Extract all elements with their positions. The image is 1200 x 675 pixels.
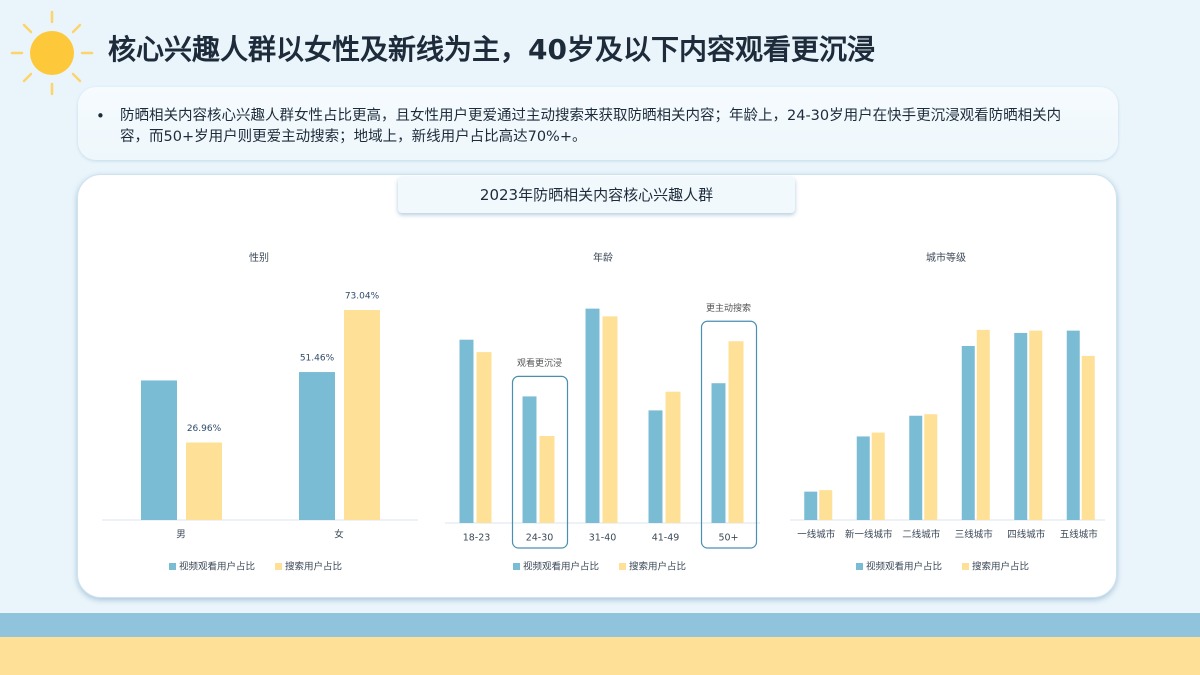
x-tick-label: 新一线城市 [845,529,893,541]
bar [648,410,663,523]
x-tick-label: 24-30 [526,533,554,544]
legend-label: 搜索用户占比 [629,561,686,573]
bar [856,436,870,520]
legend-swatch [619,563,626,570]
summary-box: • 防晒相关内容核心兴趣人群女性占比更高，且女性用户更爱通过主动搜索来获取防晒相… [78,87,1118,160]
bullet-dot: • [96,107,105,125]
bar [344,310,380,520]
bar [585,308,600,523]
bar [976,329,990,520]
annotation-text: 观看更沉浸 [517,357,562,369]
bar [602,316,618,523]
chart-subtitle: 城市等级 [926,251,966,264]
bar [141,380,177,520]
slide-title: 核心兴趣人群以女性及新线为主，40岁及以下内容观看更沉浸 [108,33,875,66]
bar [924,414,938,520]
bar [804,491,818,520]
bar [665,391,681,523]
legend-label: 视频观看用户占比 [179,561,255,573]
bar [459,339,474,523]
value-label: 51.46% [300,354,335,364]
legend-label: 视频观看用户占比 [523,561,599,573]
legend-label: 搜索用户占比 [285,561,342,573]
x-tick-label: 一线城市 [797,529,836,541]
value-label: 26.96% [187,424,222,434]
bar [186,442,222,520]
sun-icon [10,10,94,96]
bar [711,383,726,523]
bar [539,436,555,523]
bar [522,396,537,523]
chart-subtitle: 年龄 [593,251,613,264]
x-tick-label: 18-23 [463,533,491,544]
footer-stripe [0,637,1200,675]
bar [819,490,833,520]
x-tick-label: 二线城市 [902,529,941,541]
footer-stripe [0,613,1200,637]
bar [1014,332,1028,520]
bar [961,345,975,520]
panel-title: 2023年防晒相关内容核心兴趣人群 [398,177,795,213]
legend-swatch [275,563,282,570]
legend-swatch [169,563,176,570]
x-tick-label: 50+ [718,533,738,544]
x-tick-label: 男 [176,530,186,541]
bar [728,341,744,523]
annotation-text: 更主动搜索 [706,302,751,314]
bar [871,432,885,520]
x-tick-label: 41-49 [652,533,680,544]
legend-label: 视频观看用户占比 [866,561,942,573]
x-tick-label: 三线城市 [955,529,994,541]
bar [909,415,923,520]
bar [299,372,335,520]
annotation-box [511,375,569,549]
legend-swatch [962,563,969,570]
legend-label: 搜索用户占比 [972,561,1029,573]
value-label: 73.04% [345,292,380,302]
annotation-box [700,320,758,549]
x-tick-label: 31-40 [589,533,617,544]
x-tick-label: 五线城市 [1060,529,1099,541]
legend-swatch [513,563,520,570]
chart-subtitle: 性别 [249,251,269,264]
bar [476,352,492,523]
bar [1066,330,1080,520]
bar [1081,355,1095,520]
x-tick-label: 女 [334,529,344,541]
x-tick-label: 四线城市 [1007,529,1046,541]
bar [1029,330,1043,520]
legend-swatch [856,563,863,570]
summary-text: 防晒相关内容核心兴趣人群女性占比更高，且女性用户更爱通过主动搜索来获取防晒相关内… [120,108,1062,145]
